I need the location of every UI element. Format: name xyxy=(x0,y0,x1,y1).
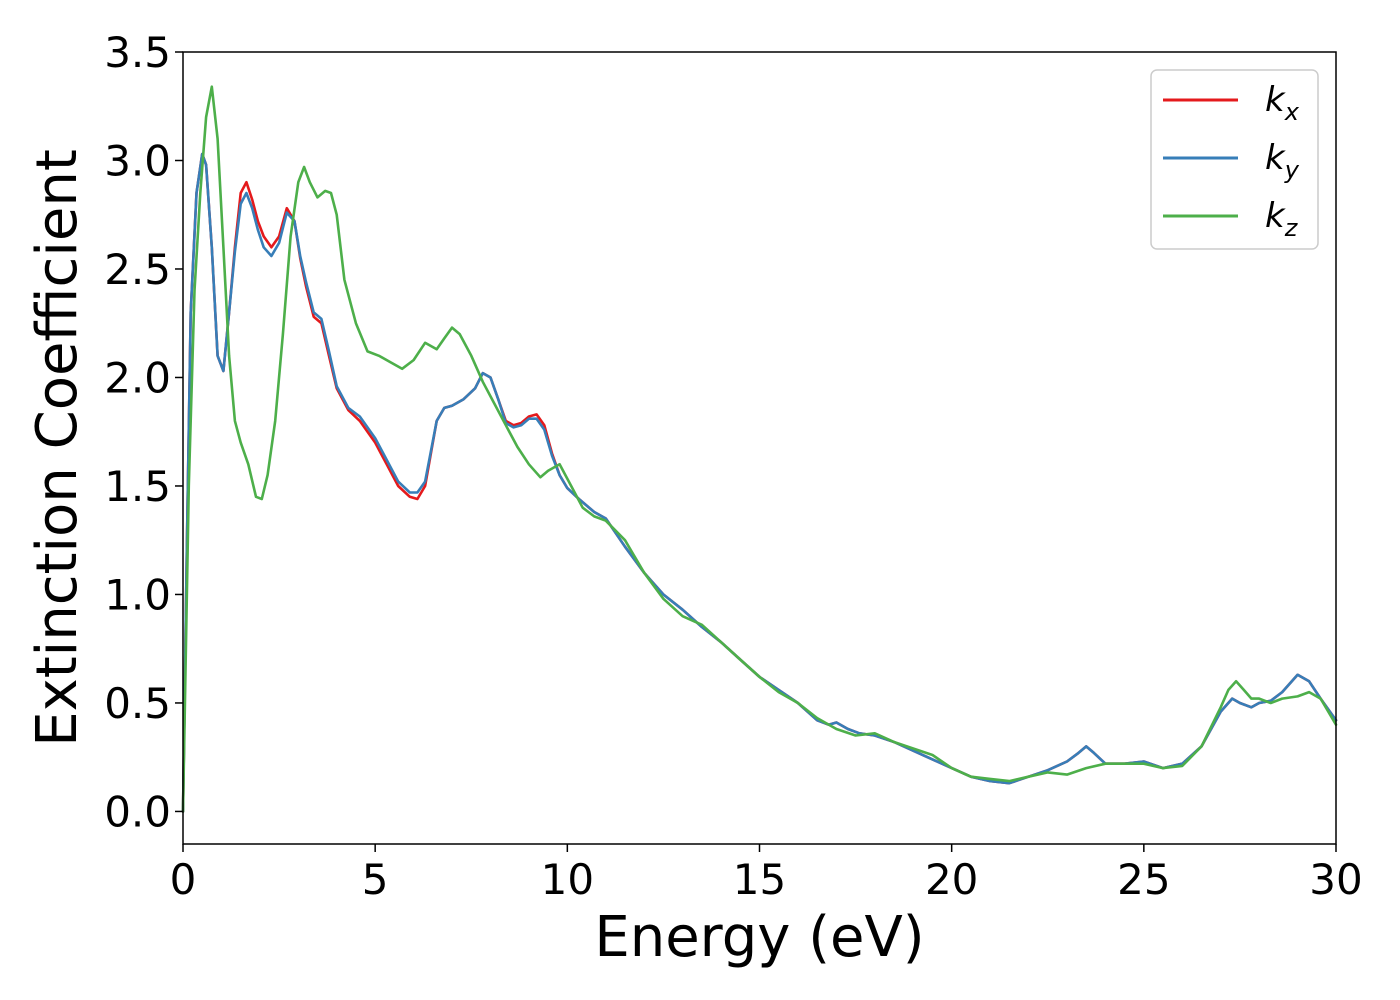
x-tick-label: 20 xyxy=(925,855,978,904)
legend: kx ky kz xyxy=(1150,69,1319,250)
legend-label-x: kx xyxy=(1265,80,1300,126)
y-tick-label: 0.5 xyxy=(104,679,171,728)
y-tick-label: 1.5 xyxy=(104,462,171,511)
x-axis-title: Energy (eV) xyxy=(594,905,924,970)
x-axis-ticks: 0 5 10 15 20 25 30 xyxy=(170,844,1363,904)
series-line-z xyxy=(181,85,1338,813)
series-line-y xyxy=(181,152,1338,813)
x-tick-label: 25 xyxy=(1117,855,1170,904)
y-tick-label: 3.0 xyxy=(104,136,171,185)
legend-label-y: ky xyxy=(1265,138,1300,184)
x-tick-label: 30 xyxy=(1309,855,1362,904)
x-tick-label: 10 xyxy=(541,855,594,904)
y-axis-title: Extinction Coefficient xyxy=(25,149,90,747)
x-tick-label: 5 xyxy=(362,855,389,904)
x-tick-label: 15 xyxy=(733,855,786,904)
series-layer xyxy=(181,85,1338,813)
y-axis-ticks: 0.0 0.5 1.0 1.5 2.0 2.5 3.0 3.5 xyxy=(104,28,183,836)
y-tick-label: 0.0 xyxy=(104,787,171,836)
x-tick-label: 0 xyxy=(170,855,197,904)
plot-background xyxy=(183,52,1336,844)
legend-label-z: kz xyxy=(1265,196,1299,242)
y-tick-label: 3.5 xyxy=(104,28,171,77)
y-tick-label: 2.0 xyxy=(104,353,171,402)
y-tick-label: 2.5 xyxy=(104,245,171,294)
y-tick-label: 1.0 xyxy=(104,570,171,619)
